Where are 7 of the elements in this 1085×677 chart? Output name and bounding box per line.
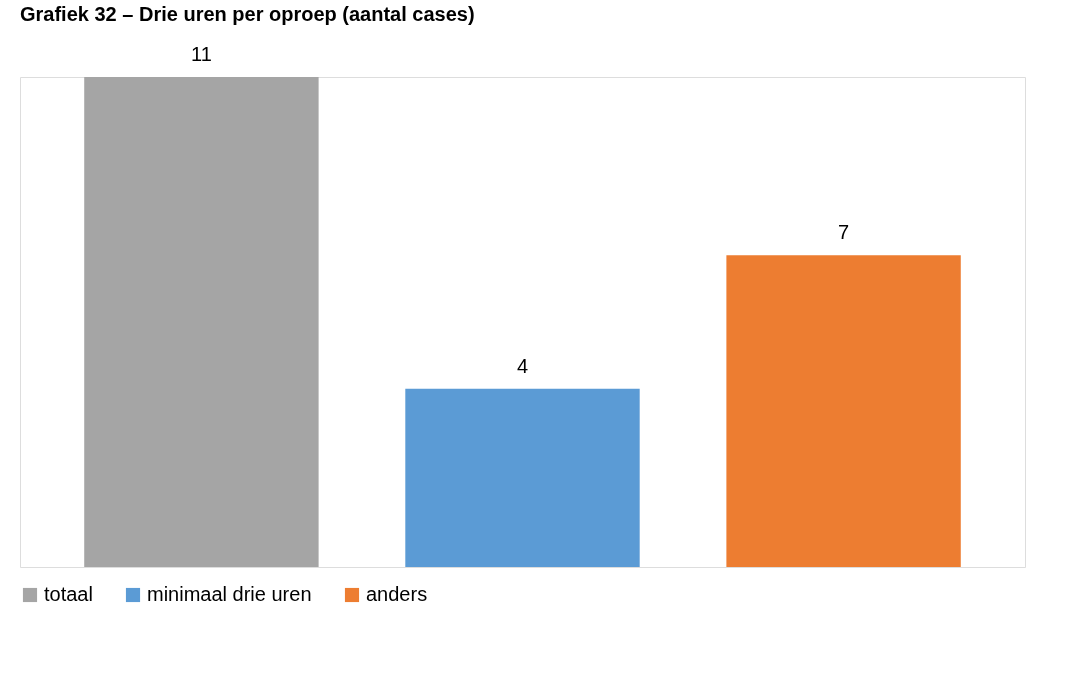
data-label: 7 bbox=[838, 221, 850, 244]
legend-label: totaal bbox=[44, 583, 93, 605]
data-label: 11 bbox=[191, 43, 212, 65]
legend-label: minimaal drie uren bbox=[147, 583, 312, 605]
legend-label: anders bbox=[366, 583, 428, 605]
data-label: 4 bbox=[516, 354, 529, 377]
chart-title: Grafiek 32 – Drie uren per oproep (aantal cases) bbox=[20, 3, 475, 25]
